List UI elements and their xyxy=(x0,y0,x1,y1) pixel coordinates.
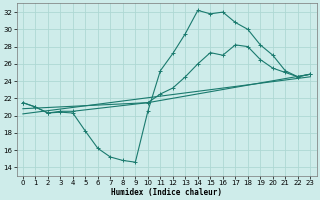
X-axis label: Humidex (Indice chaleur): Humidex (Indice chaleur) xyxy=(111,188,222,197)
